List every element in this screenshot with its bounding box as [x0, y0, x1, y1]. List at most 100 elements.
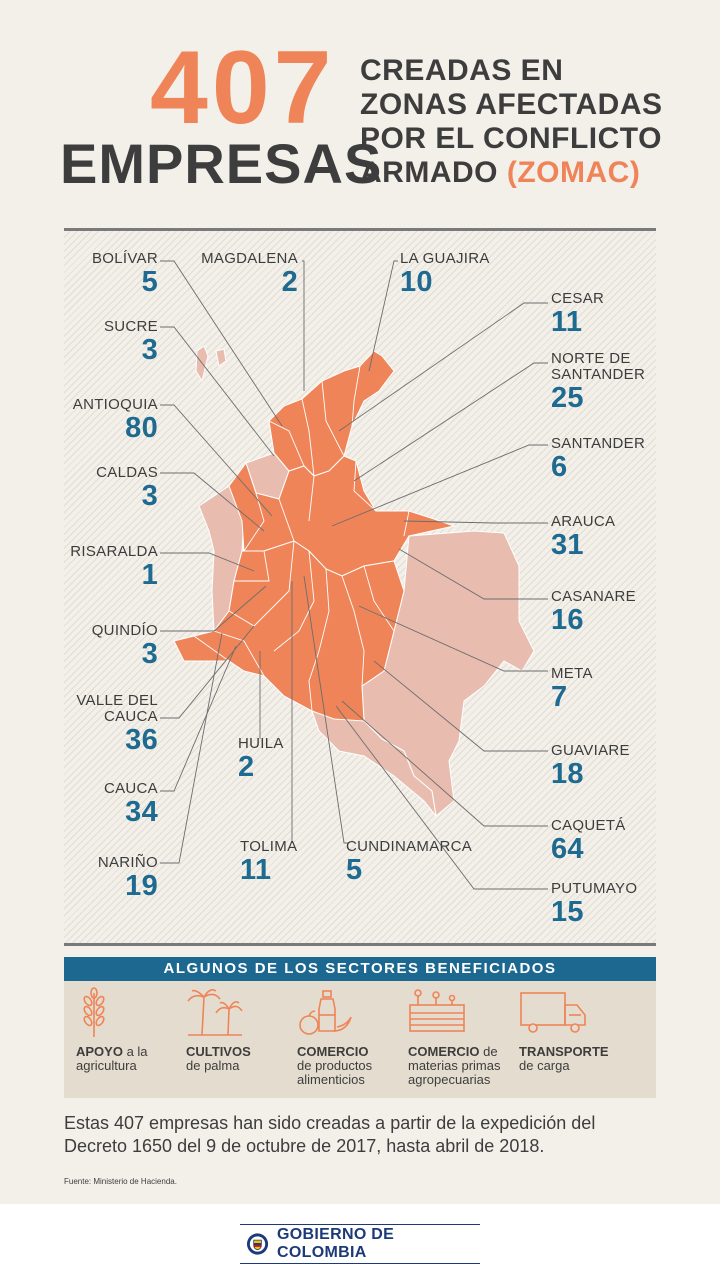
map-panel: BOLÍVAR 5 MAGDALENA 2 LA GUAJIRA 10 CESAR 11…	[64, 228, 656, 946]
footer: GOBIERNO DE COLOMBIA	[0, 1204, 720, 1280]
dept-label-cesar: CESAR 11	[551, 290, 605, 338]
dept-label-risaralda: RISARALDA 1	[70, 543, 158, 591]
sector-label: COMERCIO de productos alimenticios	[297, 1044, 373, 1087]
sector-food-commerce: COMERCIO de productos alimenticios	[297, 987, 409, 1087]
dept-label-tolima: TOLIMA 11	[240, 838, 298, 886]
dept-label-antioquia: ANTIOQUIA 80	[72, 396, 158, 444]
leader-line	[160, 326, 275, 457]
sector-raw-materials: COMERCIO de materias primas agropecuarias	[408, 987, 520, 1087]
leader-line	[160, 625, 255, 719]
dept-label-meta: META 7	[551, 665, 593, 713]
header: 407 EMPRESAS CREADAS EN ZONAS AFECTADAS …	[0, 0, 720, 220]
food-products-icon	[299, 990, 352, 1035]
department-boundary	[403, 510, 410, 537]
map-boundaries	[193, 365, 410, 712]
dept-label-narino: NARIÑO 19	[97, 854, 158, 902]
leader-line	[358, 605, 548, 672]
leader-line	[160, 585, 267, 632]
sector-palm: CULTIVOS de palma	[186, 987, 298, 1073]
sectors-title: ALGUNOS DE LOS SECTORES BENEFICIADOS	[64, 957, 656, 981]
leader-line	[335, 705, 548, 890]
department-boundary	[273, 550, 315, 652]
subtitle-last: ARMADO	[360, 156, 498, 189]
sector-agriculture: APOYO a la agricultura	[76, 987, 188, 1073]
dept-label-la-guajira: LA GUAJIRA 10	[400, 250, 490, 298]
department-boundary	[243, 492, 265, 552]
footnote-line: Decreto 1650 del 9 de octubre de 2017, h…	[64, 1136, 545, 1156]
dept-label-casanare: CASANARE 16	[551, 588, 636, 636]
headline-subtitle: CREADAS EN ZONAS AFECTADAS POR EL CONFLI…	[360, 54, 663, 190]
subtitle-line: CREADAS EN	[360, 54, 564, 87]
sector-label: COMERCIO de materias primas agropecuarias	[408, 1044, 501, 1087]
department-boundary	[308, 475, 315, 522]
leader-line	[160, 632, 223, 864]
leader-line	[398, 548, 548, 600]
dept-label-norte-de-santander: NORTE DE SANTANDER 25	[551, 350, 646, 414]
footnote: Estas 407 empresas han sido creadas a pa…	[64, 1112, 664, 1158]
dept-label-santander: SANTANDER 6	[551, 435, 646, 483]
leader-line	[341, 700, 548, 827]
department-boundary	[193, 635, 230, 662]
leader-line	[160, 552, 255, 572]
palm-tree-icon	[187, 989, 243, 1036]
dept-label-cauca: CAUCA 34	[103, 780, 158, 828]
gobierno-logo: GOBIERNO DE COLOMBIA	[240, 1224, 480, 1264]
leader-line	[338, 302, 548, 432]
leader-line	[160, 404, 273, 517]
subtitle-line: ARMADO (ZOMAC)	[360, 156, 663, 190]
dept-label-putumayo: PUTUMAYO 15	[551, 880, 638, 928]
department-boundary	[301, 398, 315, 477]
headline-number: 407	[150, 30, 336, 146]
department-boundary	[393, 535, 410, 562]
dept-label-magdalena: MAGDALENA 2	[201, 250, 298, 298]
department-boundary	[351, 365, 361, 427]
subtitle-line: POR EL CONFLICTO	[360, 122, 662, 155]
coat-of-arms-icon	[246, 1233, 269, 1255]
dept-label-caldas: CALDAS 3	[96, 464, 158, 512]
map-region-zomac	[173, 350, 456, 722]
map-region-caribe	[268, 350, 395, 477]
dept-label-valle-del-cauca: VALLE DEL CAUCA 36	[76, 692, 158, 756]
dept-label-huila: HUILA 2	[238, 735, 284, 783]
department-boundary	[363, 565, 395, 632]
colombia-map	[160, 260, 548, 890]
department-boundary	[321, 380, 345, 457]
subtitle-accent: (ZOMAC)	[506, 156, 641, 189]
leader-line	[160, 260, 283, 427]
department-boundary	[234, 550, 270, 582]
wheat-icon	[83, 987, 105, 1037]
sectors-panel: ALGUNOS DE LOS SECTORES BENEFICIADOS APO…	[64, 957, 656, 1098]
leader-line	[403, 520, 548, 524]
dept-label-sucre: SUCRE 3	[103, 318, 158, 366]
sector-label: TRANSPORTE de carga	[519, 1044, 609, 1073]
footnote-line: Estas 407 empresas han sido creadas a pa…	[64, 1113, 596, 1133]
leader-line	[368, 260, 398, 372]
department-boundary	[308, 568, 330, 712]
department-boundary	[213, 630, 265, 677]
dept-label-caqueta: CAQUETÁ 64	[551, 817, 626, 865]
leader-line	[373, 660, 548, 752]
sector-label: APOYO a la agricultura	[76, 1044, 148, 1073]
leader-line	[303, 575, 348, 844]
leader-lines	[160, 260, 548, 890]
dept-label-arauca: ARAUCA 31	[551, 513, 616, 561]
map-region-amazon	[311, 710, 437, 818]
factory-icon	[409, 989, 465, 1032]
sector-transport: TRANSPORTE de carga	[519, 987, 631, 1073]
leader-line	[160, 472, 265, 532]
leader-line	[331, 444, 548, 527]
gobierno-text: GOBIERNO DE COLOMBIA	[277, 1226, 395, 1261]
sector-label: CULTIVOS de palma	[186, 1044, 251, 1073]
dept-label-guaviare: GUAVIARE 18	[551, 742, 630, 790]
headline-word: EMPRESAS	[60, 132, 383, 195]
source-note: Fuente: Ministerio de Hacienda.	[64, 1177, 177, 1186]
dept-label-quindio: QUINDÍO 3	[91, 622, 158, 670]
department-boundary	[228, 540, 295, 627]
leader-line	[160, 645, 237, 792]
leader-line	[302, 260, 305, 391]
subtitle-line: ZONAS AFECTADAS	[360, 88, 663, 121]
map-region-andes-south	[173, 540, 405, 722]
dept-label-cundinamarca: CUNDINAMARCA 5	[346, 838, 473, 886]
dept-label-bolivar: BOLÍVAR 5	[91, 250, 158, 298]
department-boundary	[341, 575, 365, 687]
